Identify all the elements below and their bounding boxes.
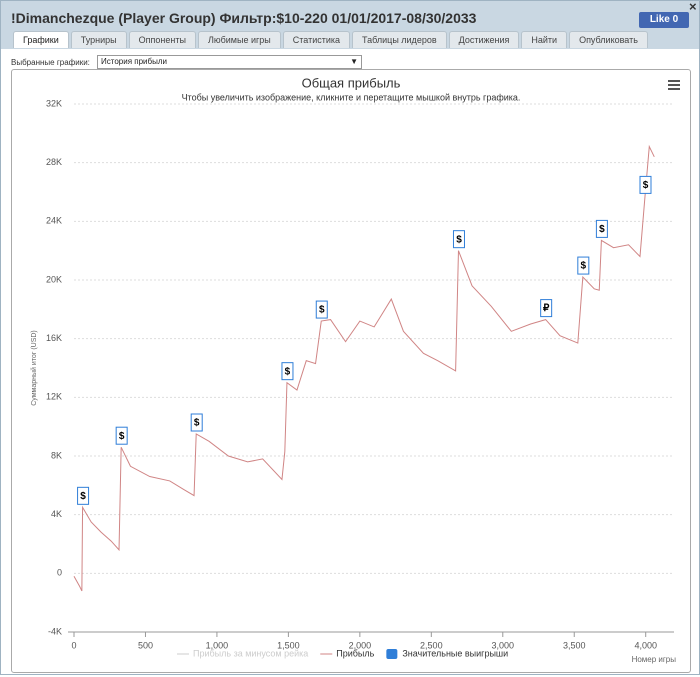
chart-selector[interactable]: История прибыли ▼ (97, 55, 362, 69)
y-tick-label: 8K (51, 450, 62, 460)
marker-label: $ (194, 418, 200, 429)
close-button[interactable]: × (689, 0, 697, 14)
legend-label: Прибыль (336, 648, 374, 658)
big-win-marker: $ (77, 486, 90, 505)
x-tick-label: 500 (138, 640, 153, 650)
y-tick-label: 16K (46, 333, 62, 343)
tab[interactable]: Турниры (70, 31, 127, 48)
x-tick-label: 4,000 (634, 640, 657, 650)
tab-bar: Графики Турниры Оппоненты Любимые игры Стати… (13, 31, 648, 48)
tab[interactable]: Достижения (448, 31, 520, 48)
legend-item[interactable]: Значительные выигрыши (386, 648, 508, 659)
menu-button[interactable] (668, 80, 680, 90)
y-tick-label: 32K (46, 98, 62, 108)
marker-flag (77, 486, 90, 505)
y-tick-label: 20K (46, 274, 62, 284)
marker-label: $ (119, 431, 125, 442)
x-tick-label: 3,500 (563, 640, 586, 650)
y-tick-label: 4K (51, 509, 62, 519)
marker-flag (281, 362, 294, 381)
marker-label: $ (581, 261, 587, 272)
x-tick-label: 1,000 (206, 640, 229, 650)
big-win-marker: $ (639, 175, 652, 194)
marker-flag (595, 219, 608, 238)
marker-label: $ (80, 491, 86, 502)
marker-label: $ (285, 366, 291, 377)
x-tick-label: 3,000 (492, 640, 515, 650)
selector-value: История прибыли (101, 57, 167, 66)
marker-label: $ (456, 234, 462, 245)
marker-flag (577, 256, 590, 275)
legend-label: Прибыль за минусом рейка (193, 648, 308, 658)
marker-flag (115, 426, 128, 445)
header: !Dimanchezque (Player Group) Фильтр:$10-… (1, 0, 699, 49)
tab[interactable]: Любимые игры (197, 31, 281, 48)
tab[interactable]: Графики (13, 31, 69, 48)
big-win-marker: $ (452, 230, 465, 249)
tab[interactable]: Статистика (282, 31, 351, 48)
marker-flag (315, 300, 328, 319)
big-win-marker: $ (595, 219, 608, 238)
big-win-marker: $ (577, 256, 590, 275)
legend-swatch (386, 649, 398, 659)
profit-line (73, 144, 655, 592)
marker-flag (639, 175, 652, 194)
marker-label: $ (319, 305, 325, 316)
legend-label: Значительные выигрыши (402, 648, 508, 658)
marker-label: $ (643, 180, 649, 191)
chart-panel: Общая прибыль Чтобы увеличить изображени… (11, 69, 691, 673)
y-axis-label: Суммарный итог (USD) (30, 330, 38, 406)
selector-label: Выбранные графики: (11, 58, 90, 67)
x-tick-label: 2,000 (349, 640, 372, 650)
x-tick-label: 1,500 (277, 640, 300, 650)
marker-flag (540, 299, 553, 318)
chart-title: Общая прибыль (302, 75, 401, 90)
marker-label: ₽ (543, 303, 550, 314)
x-tick-label: 2,500 (420, 640, 443, 650)
like-button[interactable]: Like 0 (639, 12, 689, 28)
chart-subtitle: Чтобы увеличить изображение, кликните и … (182, 92, 521, 102)
y-tick-label: -4K (48, 626, 62, 636)
y-tick-label: 0 (57, 568, 62, 578)
big-win-marker: ₽ (540, 299, 553, 318)
tab[interactable]: Оппоненты (128, 31, 196, 48)
y-tick-label: 28K (46, 157, 62, 167)
dropdown-arrow: ▼ (350, 57, 358, 66)
marker-flag (190, 413, 203, 432)
x-axis-label: Номер игры (632, 655, 677, 664)
tab[interactable]: Таблицы лидеров (352, 31, 447, 48)
tab[interactable]: Опубликовать (569, 31, 648, 48)
tab[interactable]: Найти (521, 31, 568, 48)
legend-item[interactable]: Прибыль за минусом рейка (177, 648, 308, 658)
y-tick-label: 24K (46, 216, 62, 226)
window-title: !Dimanchezque (Player Group) Фильтр:$10-… (11, 10, 477, 26)
content: Выбранные графики: История прибыли ▼ Обща… (1, 49, 699, 674)
y-tick-label: 12K (46, 392, 62, 402)
chart: Общая прибыль Чтобы увеличить изображени… (30, 75, 680, 664)
marker-label: $ (599, 224, 605, 235)
big-win-marker: $ (115, 426, 128, 445)
big-win-marker: $ (190, 413, 203, 432)
x-tick-label: 0 (71, 640, 76, 650)
big-win-marker: $ (315, 300, 328, 319)
legend-item[interactable]: Прибыль (320, 648, 375, 658)
marker-flag (452, 230, 465, 249)
big-win-marker: $ (281, 362, 294, 381)
